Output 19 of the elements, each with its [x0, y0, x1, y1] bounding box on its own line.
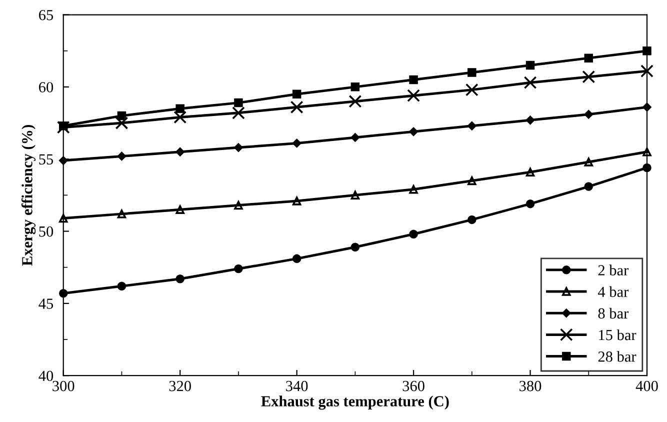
x-tick-label: 380: [520, 380, 542, 392]
x-tick-label: 340: [286, 380, 308, 392]
x-axis-title: Exhaust gas temperature (C): [261, 396, 449, 410]
y-tick-label: 65: [39, 10, 54, 20]
x-tick-label: 320: [169, 380, 191, 392]
y-axis-title: Exergy efficiency (%): [21, 125, 36, 266]
legend-label: 2 bar: [598, 264, 629, 276]
legend-label: 28 bar: [598, 351, 636, 362]
y-tick-label: 50: [39, 226, 54, 237]
legend-label: 4 bar: [598, 286, 629, 298]
legend-label: 8 bar: [598, 308, 629, 319]
y-tick-label: 55: [39, 154, 54, 165]
y-tick-label: 40: [38, 370, 54, 382]
x-tick-label: 360: [402, 380, 424, 392]
x-tick-label: 300: [52, 380, 74, 392]
x-tick-label: 400: [636, 380, 658, 392]
y-tick-label: 60: [39, 82, 54, 92]
legend-label: 15 bar: [599, 329, 636, 340]
y-tick-label: 45: [38, 298, 54, 309]
